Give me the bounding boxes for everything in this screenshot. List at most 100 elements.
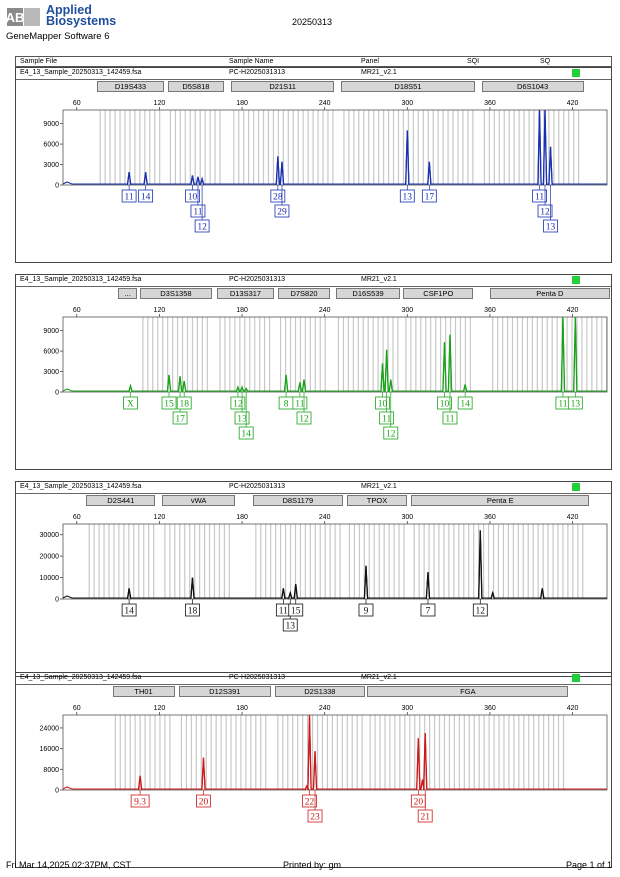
allele-box[interactable] bbox=[543, 219, 558, 233]
locus-marker[interactable]: Penta E bbox=[411, 495, 590, 506]
allele-box[interactable] bbox=[567, 396, 583, 410]
locus-marker[interactable]: D3S1358 bbox=[140, 288, 212, 299]
locus-marker[interactable]: D12S391 bbox=[178, 686, 271, 697]
allele-box[interactable] bbox=[379, 411, 395, 425]
panel-header: E4_13_Sample_20250313_142459.fsa PC-H2025… bbox=[16, 275, 611, 287]
allele-box[interactable] bbox=[230, 396, 246, 410]
peak bbox=[201, 757, 206, 791]
allele-box[interactable] bbox=[172, 411, 188, 425]
sq-status-indicator bbox=[572, 674, 580, 682]
locus-marker[interactable]: CSF1PO bbox=[403, 288, 474, 299]
allele-box[interactable] bbox=[238, 426, 254, 440]
x-tick-label: 180 bbox=[236, 705, 248, 712]
x-tick-label: 60 bbox=[73, 514, 81, 521]
software-name: GeneMapper Software 6 bbox=[6, 31, 110, 42]
allele-box[interactable] bbox=[457, 396, 473, 410]
allele-label: 23 bbox=[310, 813, 320, 823]
allele-label: 8 bbox=[284, 400, 289, 410]
x-tick-label: 360 bbox=[484, 307, 496, 314]
allele-box[interactable] bbox=[383, 426, 399, 440]
allele-label: 12 bbox=[540, 208, 550, 218]
allele-box[interactable] bbox=[292, 396, 308, 410]
allele-box[interactable] bbox=[288, 603, 304, 617]
peak bbox=[442, 342, 447, 393]
locus-marker[interactable]: Penta D bbox=[489, 288, 610, 299]
allele-box[interactable] bbox=[190, 204, 206, 218]
locus-marker[interactable]: D2S1338 bbox=[275, 686, 365, 697]
sq-status-indicator bbox=[572, 483, 580, 491]
column-header-row: Sample File Sample Name Panel SQI SQ bbox=[15, 56, 612, 67]
allele-box[interactable] bbox=[472, 603, 488, 617]
allele-box[interactable] bbox=[194, 219, 210, 233]
allele-box[interactable] bbox=[185, 189, 200, 203]
locus-marker[interactable]: D21S11 bbox=[231, 81, 335, 92]
allele-box[interactable] bbox=[399, 189, 415, 203]
y-tick-label: 20000 bbox=[40, 554, 60, 561]
allele-box[interactable] bbox=[138, 189, 154, 203]
allele-box[interactable] bbox=[532, 189, 547, 203]
allele-box[interactable] bbox=[302, 794, 317, 808]
allele-box[interactable] bbox=[358, 603, 374, 617]
allele-box[interactable] bbox=[234, 411, 250, 425]
locus-marker[interactable]: D13S317 bbox=[217, 288, 274, 299]
allele-box[interactable] bbox=[161, 396, 177, 410]
peak bbox=[384, 349, 389, 393]
locus-marker[interactable]: D5S818 bbox=[167, 81, 225, 92]
col-sq: SQ bbox=[540, 58, 551, 65]
peak bbox=[363, 565, 369, 600]
locus-marker[interactable]: D16S539 bbox=[335, 288, 401, 299]
allele-box[interactable] bbox=[375, 396, 390, 410]
locus-marker[interactable]: vWA bbox=[162, 495, 236, 506]
x-tick-label: 360 bbox=[484, 705, 496, 712]
locus-marker[interactable]: FGA bbox=[367, 686, 569, 697]
locus-marker[interactable]: TPOX bbox=[346, 495, 408, 506]
footer-printed-by: Printed by: gm bbox=[283, 860, 342, 870]
allele-label: 10 bbox=[440, 400, 450, 410]
brand-line-2: Biosystems bbox=[46, 14, 117, 28]
x-tick-label: 360 bbox=[484, 514, 496, 521]
x-tick-label: 180 bbox=[236, 307, 248, 314]
allele-box[interactable] bbox=[537, 204, 553, 218]
locus-marker[interactable]: D7S820 bbox=[277, 288, 331, 299]
allele-box[interactable] bbox=[176, 396, 192, 410]
sample-file: E4_13_Sample_20250313_142459.fsa bbox=[20, 276, 142, 283]
sample-file: E4_13_Sample_20250313_142459.fsa bbox=[20, 483, 142, 490]
allele-box[interactable] bbox=[121, 603, 137, 617]
peak bbox=[288, 592, 293, 600]
allele-box[interactable] bbox=[123, 396, 138, 410]
electropherogram-plot: 60 120 180 240 300 360 420 0 8000 16000 24000 9.3 20… bbox=[40, 705, 608, 823]
allele-box[interactable] bbox=[274, 204, 290, 218]
locus-marker[interactable]: TH01 bbox=[112, 686, 175, 697]
electropherogram-plot: 60 120 180 240 300 360 420 0 3000 6000 9000 11 14 10 1… bbox=[43, 100, 608, 233]
allele-box[interactable] bbox=[196, 794, 211, 808]
allele-box[interactable] bbox=[442, 411, 458, 425]
allele-box[interactable] bbox=[296, 411, 312, 425]
locus-marker[interactable]: D18S51 bbox=[341, 81, 475, 92]
peak bbox=[166, 374, 172, 393]
panel-name: MR21_v2.1 bbox=[361, 276, 397, 283]
panel-header: E4_13_Sample_20250313_142459.fsa PC-H2025… bbox=[16, 68, 611, 80]
allele-label: X bbox=[127, 400, 134, 410]
peak bbox=[177, 376, 183, 393]
locus-marker[interactable]: ... bbox=[118, 288, 138, 299]
panel-black-dye: E4_13_Sample_20250313_142459.fsa PC-H2025… bbox=[15, 481, 612, 677]
peak bbox=[297, 382, 303, 393]
locus-marker[interactable]: D6S1043 bbox=[481, 81, 584, 92]
locus-marker[interactable]: D8S1179 bbox=[253, 495, 343, 506]
allele-box[interactable] bbox=[417, 809, 433, 823]
allele-box[interactable] bbox=[420, 603, 436, 617]
allele-box[interactable] bbox=[130, 794, 150, 808]
allele-label: 13 bbox=[571, 400, 581, 410]
allele-box[interactable] bbox=[185, 603, 200, 617]
allele-box[interactable] bbox=[270, 189, 286, 203]
allele-box[interactable] bbox=[437, 396, 452, 410]
locus-marker[interactable]: D2S441 bbox=[86, 495, 156, 506]
allele-box[interactable] bbox=[307, 809, 323, 823]
locus-marker[interactable]: D19S433 bbox=[97, 81, 164, 92]
allele-label: 11 bbox=[125, 193, 134, 203]
allele-box[interactable] bbox=[121, 189, 137, 203]
allele-box[interactable] bbox=[421, 189, 437, 203]
sq-status-indicator bbox=[572, 276, 580, 284]
allele-label: 11 bbox=[295, 400, 304, 410]
allele-box[interactable] bbox=[282, 618, 298, 632]
